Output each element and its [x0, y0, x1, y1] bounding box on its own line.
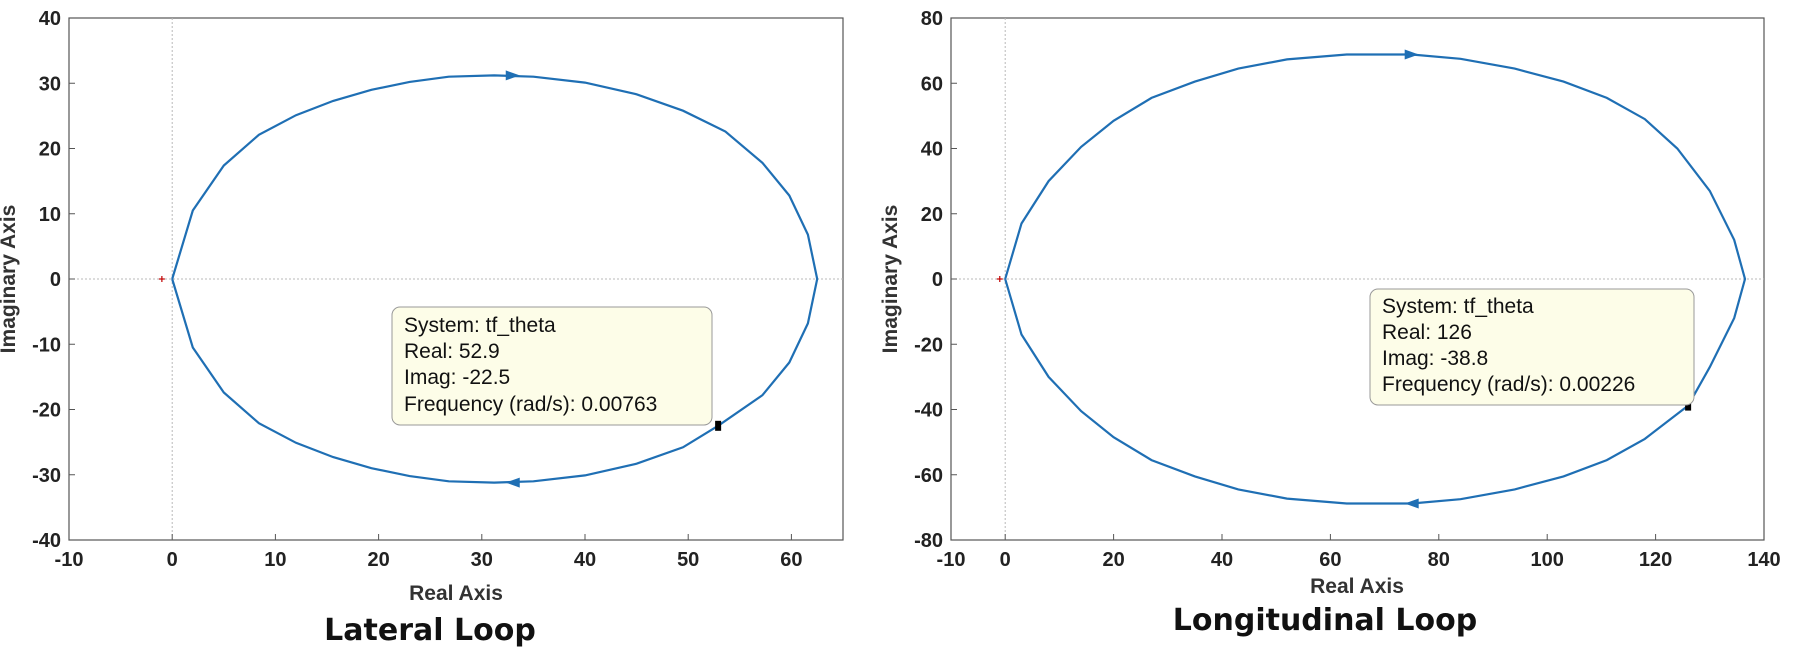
datatip-line-system: System: tf_theta: [404, 314, 556, 337]
x-tick-label: 60: [1319, 549, 1341, 571]
y-tick-label: 10: [39, 204, 61, 226]
markers-lateral: [158, 276, 722, 431]
x-tick-label: 0: [167, 549, 178, 571]
y-tick-label: -30: [32, 465, 61, 487]
x-tick-label: 50: [677, 549, 699, 571]
y-tick-label: 20: [39, 139, 61, 161]
y-tick-label: 0: [50, 269, 61, 291]
x-tick-label: 10: [264, 549, 286, 571]
nyquist-plot-lateral: -10 0 10 20 30 40 50 60 -40 -30 -20 -10 0 10 20 30 40 R…: [0, 8, 844, 648]
datatip-longitudinal[interactable]: System: tf_theta Real: 126 Imag: -38.8 F…: [1369, 288, 1695, 406]
x-tick-label: 40: [1211, 549, 1233, 571]
direction-arrow: [1404, 49, 1419, 60]
x-axis-label-longitudinal: Real Axis: [1310, 575, 1404, 598]
critical-point-marker: [158, 276, 165, 282]
y-tick-label: -20: [914, 334, 943, 356]
y-axis-label-longitudinal: Imaginary Axis: [879, 205, 902, 354]
datatip-line-imag: Imag: -22.5: [404, 366, 510, 389]
nyquist-curve-longitudinal: [1004, 53, 1747, 505]
caption-lateral: Lateral Loop: [324, 613, 536, 648]
y-tick-labels-longitudinal: -80 -60 -40 -20 0 20 40 60 80: [914, 8, 957, 552]
y-tick-label: 40: [39, 8, 61, 30]
x-tick-label: 120: [1639, 549, 1672, 571]
datatip-line-real: Real: 126: [1382, 321, 1472, 344]
nyquist-plot-longitudinal: -10 0 20 40 60 80 100 120 140 -80 -60 -40 -20 0 20 40 6…: [879, 8, 1781, 638]
direction-arrows-lateral: [505, 70, 520, 488]
datatip-lateral[interactable]: System: tf_theta Real: 52.9 Imag: -22.5 …: [391, 306, 713, 426]
y-tick-label: -60: [914, 465, 943, 487]
x-tick-label: 0: [1000, 549, 1011, 571]
direction-arrow: [505, 477, 520, 488]
y-tick-label: -40: [914, 400, 943, 422]
y-tick-label: -10: [32, 334, 61, 356]
critical-point-marker: [996, 276, 1003, 282]
y-tick-label: -40: [32, 530, 61, 552]
y-axis-label-lateral: Imaginary Axis: [0, 205, 20, 354]
x-tick-label: 140: [1747, 549, 1780, 571]
datatip-point[interactable]: [715, 420, 722, 431]
direction-arrow: [505, 70, 520, 81]
y-tick-label: 0: [932, 269, 943, 291]
y-tick-label: 40: [921, 139, 943, 161]
x-tick-label: 80: [1428, 549, 1450, 571]
datatip-box-lateral: [391, 306, 713, 426]
x-axis-label-lateral: Real Axis: [409, 582, 503, 605]
y-tick-label: 20: [921, 204, 943, 226]
x-tick-label: 20: [367, 549, 389, 571]
x-tick-label: -10: [55, 549, 84, 571]
y-tick-label: 30: [39, 73, 61, 95]
datatip-box-longitudinal: [1369, 288, 1695, 406]
markers-longitudinal: [996, 276, 1692, 411]
x-tick-labels-longitudinal: -10 0 20 40 60 80 100 120 140: [937, 534, 1781, 571]
caption-longitudinal: Longitudinal Loop: [1173, 603, 1477, 638]
x-tick-label: -10: [937, 549, 966, 571]
x-tick-label: 30: [471, 549, 493, 571]
x-tick-label: 100: [1531, 549, 1564, 571]
datatip-line-imag: Imag: -38.8: [1382, 347, 1488, 370]
y-tick-label: 80: [921, 8, 943, 30]
y-tick-label: 60: [921, 73, 943, 95]
x-tick-labels-lateral: -10 0 10 20 30 40 50 60: [55, 534, 803, 571]
datatip-point[interactable]: [1685, 400, 1692, 411]
x-tick-label: 40: [574, 549, 596, 571]
datatip-line-frequency: Frequency (rad/s): 0.00226: [1382, 373, 1635, 396]
direction-arrow: [1404, 498, 1419, 509]
y-tick-label: -20: [32, 400, 61, 422]
datatip-line-real: Real: 52.9: [404, 340, 500, 363]
datatip-line-frequency: Frequency (rad/s): 0.00763: [404, 393, 657, 416]
datatip-line-system: System: tf_theta: [1382, 295, 1534, 318]
nyquist-curve-lateral: [171, 74, 819, 484]
x-tick-label: 60: [780, 549, 802, 571]
direction-arrows-longitudinal: [1404, 49, 1419, 509]
x-tick-label: 20: [1102, 549, 1124, 571]
y-tick-label: -80: [914, 530, 943, 552]
y-tick-labels-lateral: -40 -30 -20 -10 0 10 20 30 40: [32, 8, 75, 552]
